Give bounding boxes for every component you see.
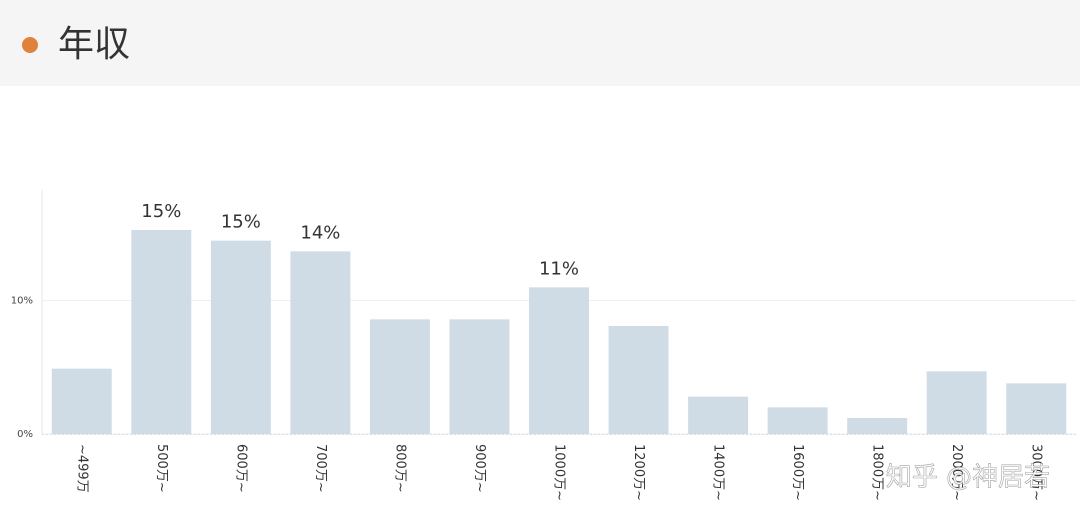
x-tick-label: 2000万~	[949, 444, 964, 501]
x-tick-label: 3000万~	[1029, 444, 1044, 501]
x-tick-label: 800万~	[392, 444, 407, 493]
bar	[1006, 383, 1067, 434]
bar	[926, 371, 987, 434]
bar	[210, 240, 271, 434]
x-tick-label: 900万~	[472, 444, 487, 493]
x-tick-label: 1800万~	[870, 444, 885, 501]
bar	[369, 319, 430, 434]
bar	[449, 319, 510, 434]
bar	[529, 287, 589, 434]
watermark: 知乎 @神居若	[886, 463, 1050, 493]
bar	[688, 396, 749, 434]
x-tick-label: ~499万	[74, 444, 89, 493]
x-tick-label: 1400万~	[711, 444, 726, 501]
y-tick-label: 0%	[17, 429, 33, 440]
value-label: 15%	[221, 212, 261, 233]
value-label: 14%	[300, 222, 340, 243]
value-label: 15%	[141, 201, 181, 222]
x-tick-label: 500万~	[154, 444, 169, 493]
x-tick-label: 700万~	[313, 444, 328, 493]
bar	[51, 368, 112, 434]
bar	[290, 251, 351, 434]
bar	[767, 407, 828, 434]
x-tick-label: 600万~	[233, 444, 248, 493]
header-dot	[22, 37, 38, 53]
x-tick-label: 1600万~	[790, 444, 805, 501]
y-tick-label: 10%	[11, 296, 33, 307]
header-band	[0, 0, 1080, 86]
x-tick-label: 1200万~	[631, 444, 646, 501]
bar	[847, 418, 908, 434]
bar	[608, 326, 669, 434]
bar	[131, 230, 192, 434]
x-tick-label: 1000万~	[552, 444, 567, 501]
header-title: 年収	[58, 24, 130, 65]
value-label: 11%	[539, 258, 579, 279]
